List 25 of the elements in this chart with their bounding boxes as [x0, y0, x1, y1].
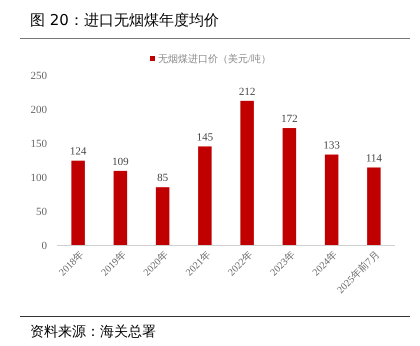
data-label: 85 — [157, 172, 169, 184]
y-tick-label: 0 — [42, 240, 48, 252]
bar — [198, 146, 212, 245]
bar — [240, 100, 254, 245]
chart-title: 图 20：进口无烟煤年度均价 — [30, 11, 219, 29]
text: 资料来源：海关总署 — [30, 324, 156, 340]
bar — [282, 128, 296, 245]
data-label: 114 — [366, 152, 382, 164]
bar — [367, 167, 381, 245]
y-tick-label: 250 — [30, 70, 48, 82]
data-label: 109 — [112, 156, 130, 168]
data-label: 145 — [196, 131, 214, 144]
bar — [324, 154, 338, 245]
y-tick-label: 50 — [36, 206, 48, 218]
bar — [156, 187, 170, 245]
bar — [114, 170, 128, 245]
data-label: 133 — [323, 140, 340, 152]
y-tick-label: 100 — [30, 172, 48, 184]
data-label: 212 — [238, 86, 256, 98]
y-tick-label: 200 — [30, 104, 48, 116]
data-label: 172 — [281, 113, 298, 126]
bar — [71, 160, 85, 245]
data-label: 124 — [70, 146, 87, 158]
legend-label: 无烟煤进口价（美元/吨） — [158, 53, 271, 65]
y-tick-label: 150 — [30, 138, 48, 150]
